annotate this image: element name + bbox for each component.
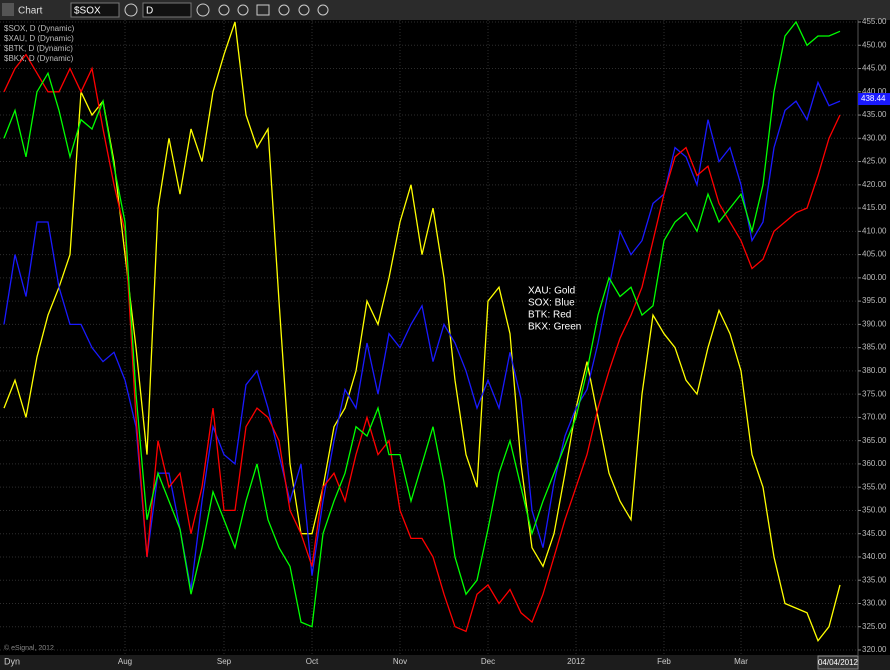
- y-tick-label: 440.00: [862, 87, 887, 96]
- series-line: [3, 21, 841, 642]
- y-tick-label: 395.00: [862, 296, 887, 305]
- last-value-label: 438.44: [861, 94, 886, 103]
- erase-tool[interactable]: [317, 4, 329, 16]
- time-axis: [0, 655, 890, 670]
- y-tick-label: 415.00: [862, 203, 887, 212]
- study-label: $BKX, D (Dynamic): [4, 54, 74, 63]
- study-label: $BTK, D (Dynamic): [4, 44, 73, 53]
- series-line: [3, 20, 841, 628]
- y-tick-label: 390.00: [862, 319, 887, 328]
- grid: [0, 20, 858, 655]
- y-tick-label: 385.00: [862, 343, 887, 352]
- mode-label: Dyn: [4, 656, 20, 666]
- toolbar-icon: [2, 3, 14, 16]
- y-tick-label: 400.00: [862, 273, 887, 282]
- annotation: SOX: Blue: [528, 298, 575, 309]
- annotation: BTK: Red: [528, 310, 571, 321]
- y-tick-label: 425.00: [862, 157, 887, 166]
- copyright: © eSignal, 2012: [4, 644, 54, 652]
- x-tick-label: Mar: [734, 657, 748, 666]
- y-tick-label: 420.00: [862, 180, 887, 189]
- x-tick-label: Sep: [217, 657, 232, 666]
- symbol-input[interactable]: $SOX: [74, 6, 101, 17]
- interval-box[interactable]: [142, 2, 192, 18]
- x-tick-label: Aug: [118, 657, 132, 666]
- y-tick-label: 335.00: [862, 575, 887, 584]
- x-tick-label: 2012: [567, 657, 585, 666]
- y-tick-label: 375.00: [862, 389, 887, 398]
- template-tool[interactable]: [256, 4, 270, 16]
- date-label: 04/04/2012: [818, 658, 859, 667]
- annotation: BKX: Green: [528, 322, 581, 333]
- y-tick-label: 345.00: [862, 529, 887, 538]
- x-tick-label: Dec: [481, 657, 495, 666]
- y-tick-label: 410.00: [862, 226, 887, 235]
- study-tool[interactable]: [237, 4, 249, 16]
- interval-button[interactable]: [196, 3, 210, 17]
- y-tick-label: 360.00: [862, 459, 887, 468]
- y-tick-label: 340.00: [862, 552, 887, 561]
- y-tick-label: 445.00: [862, 64, 887, 73]
- play-tool[interactable]: [278, 4, 290, 16]
- y-tick-label: 380.00: [862, 366, 887, 375]
- y-tick-label: 370.00: [862, 413, 887, 422]
- y-tick-label: 330.00: [862, 599, 887, 608]
- x-tick-label: Oct: [306, 657, 319, 666]
- symbol-button[interactable]: [124, 3, 138, 17]
- study-label: $SOX, D (Dynamic): [4, 24, 75, 33]
- date-box: [817, 655, 859, 670]
- x-tick-label: Nov: [393, 657, 407, 666]
- x-tick-label: Feb: [657, 657, 671, 666]
- y-tick-label: 455.00: [862, 17, 887, 26]
- y-tick-label: 325.00: [862, 622, 887, 631]
- y-tick-label: 430.00: [862, 133, 887, 142]
- interval-input[interactable]: D: [146, 6, 153, 17]
- lines: [3, 20, 841, 642]
- draw-tool[interactable]: [218, 4, 230, 16]
- y-tick-label: 350.00: [862, 506, 887, 515]
- y-tick-label: 365.00: [862, 436, 887, 445]
- series-line: [3, 53, 841, 633]
- y-tick-label: 450.00: [862, 40, 887, 49]
- window-title: Chart: [18, 6, 43, 17]
- y-tick-label: 405.00: [862, 250, 887, 259]
- study-label: $XAU, D (Dynamic): [4, 34, 74, 43]
- toolbar: [0, 0, 890, 20]
- symbol-box[interactable]: [70, 2, 120, 18]
- last-value-box: [858, 93, 890, 106]
- y-tick-label: 320.00: [862, 645, 887, 654]
- y-tick-label: 435.00: [862, 110, 887, 119]
- y-tick-label: 355.00: [862, 482, 887, 491]
- annotation: XAU: Gold: [528, 286, 575, 297]
- options-tool[interactable]: [298, 4, 310, 16]
